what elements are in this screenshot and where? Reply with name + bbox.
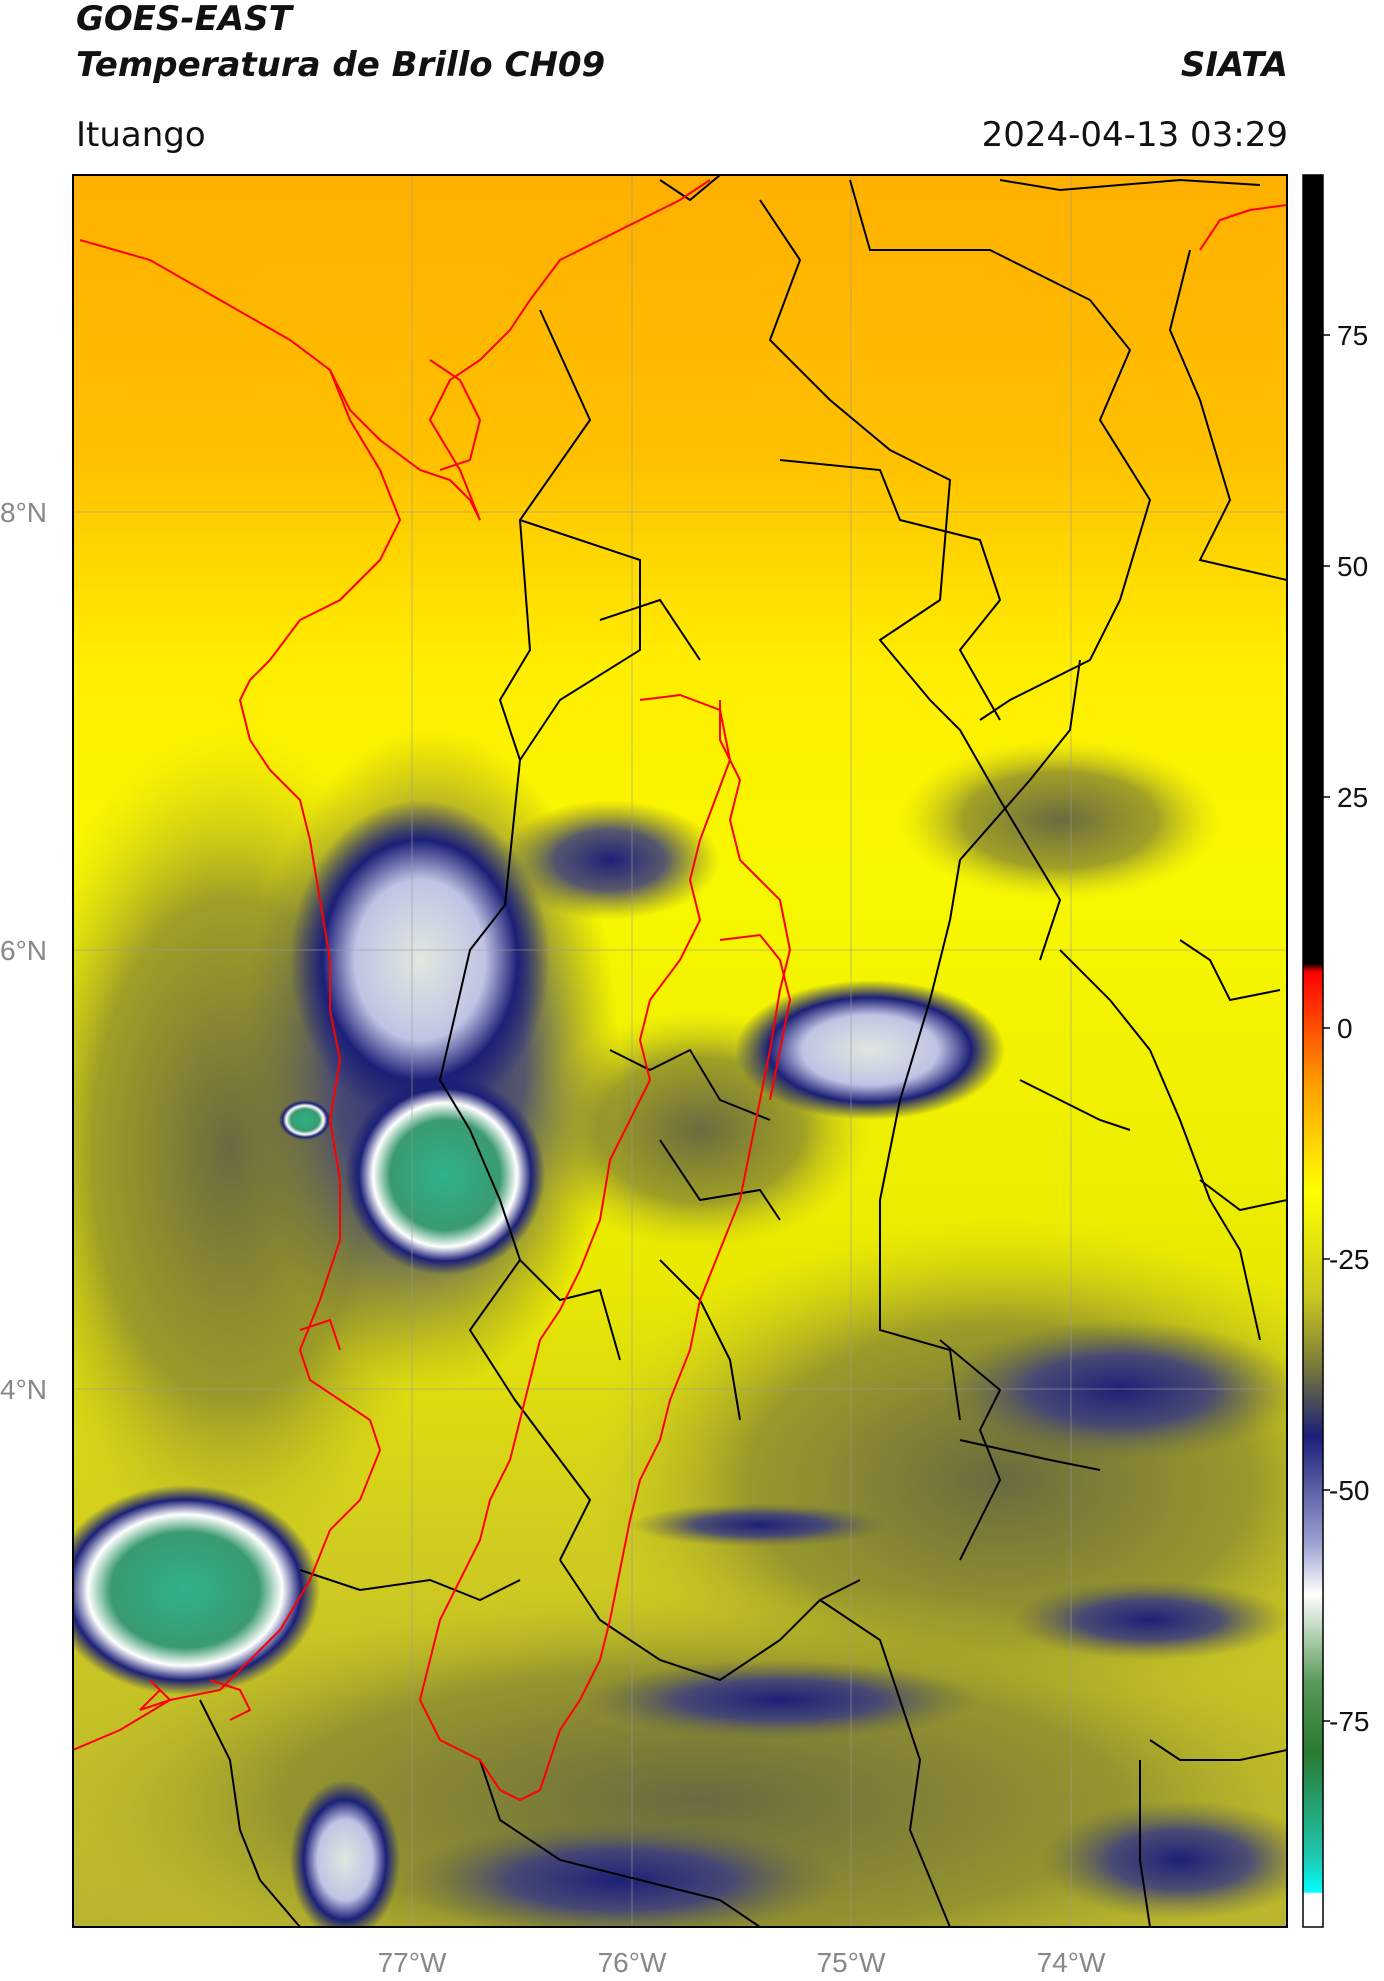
- colorbar: 75 50 25 0 -25 -50 -75: [1302, 174, 1369, 1928]
- datetime-label: 2024-04-13 03:29: [981, 115, 1288, 155]
- map-frame: [72, 174, 1288, 1928]
- lon-tick-77w: 77°W: [378, 1947, 447, 1978]
- organization-label: SIATA: [1180, 45, 1288, 85]
- lon-tick-74w: 74°W: [1037, 1947, 1106, 1978]
- region-label: Ituango: [76, 115, 206, 155]
- colorbar-tick: -75: [1329, 1706, 1369, 1737]
- colorbar-tick: 50: [1337, 551, 1368, 582]
- department-boundaries: [199, 175, 1287, 1927]
- colorbar-tick: 0: [1337, 1013, 1353, 1044]
- satellite-title: GOES-EAST: [76, 0, 292, 39]
- colorbar-tick: 25: [1337, 782, 1368, 813]
- colorbar-tick: 75: [1337, 320, 1368, 351]
- latitude-axis: 8°N 6°N 4°N: [0, 497, 47, 1405]
- coastline-and-basin: [73, 179, 1287, 1802]
- colorbar-tick: -50: [1329, 1475, 1369, 1506]
- colorbar-gradient: [1302, 174, 1324, 1928]
- lon-tick-76w: 76°W: [598, 1947, 667, 1978]
- lat-tick-6n: 6°N: [0, 935, 47, 966]
- colorbar-tick: -25: [1329, 1244, 1369, 1275]
- map-field: [73, 175, 1287, 1927]
- product-title: Temperatura de Brillo CH09: [76, 45, 606, 85]
- longitude-axis: 77°W 76°W 75°W 74°W: [378, 1947, 1106, 1978]
- lat-tick-8n: 8°N: [0, 497, 47, 528]
- lon-tick-75w: 75°W: [817, 1947, 886, 1978]
- lat-tick-4n: 4°N: [0, 1374, 47, 1405]
